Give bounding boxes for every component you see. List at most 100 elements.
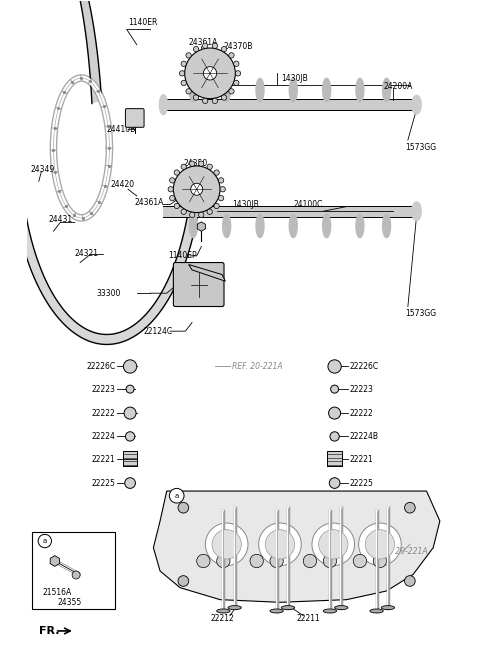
Ellipse shape [289,79,297,102]
Circle shape [205,523,248,566]
FancyBboxPatch shape [173,263,224,306]
Circle shape [125,478,135,489]
Circle shape [229,53,234,58]
Text: 22211: 22211 [297,614,320,623]
Text: 1140EP: 1140EP [168,251,197,260]
Text: 33300: 33300 [97,289,121,298]
Text: 22212: 22212 [210,614,234,623]
Ellipse shape [383,214,391,238]
Circle shape [199,212,204,217]
Ellipse shape [223,79,231,102]
Circle shape [259,523,301,566]
Circle shape [174,170,180,175]
Circle shape [235,71,240,76]
Circle shape [365,530,395,559]
Circle shape [204,67,216,80]
Circle shape [212,530,241,559]
Circle shape [185,48,235,99]
Ellipse shape [216,609,230,613]
Text: 24361A: 24361A [188,38,217,47]
Circle shape [214,203,219,208]
Circle shape [405,502,415,513]
Text: 1573GG: 1573GG [405,309,436,318]
Circle shape [181,164,186,169]
Circle shape [207,164,212,169]
Circle shape [126,385,134,393]
Circle shape [186,53,191,58]
Ellipse shape [356,214,364,238]
Text: 24410B: 24410B [107,125,136,134]
Circle shape [359,523,401,566]
Text: 24200A: 24200A [383,82,413,91]
Text: 22226C: 22226C [86,362,115,371]
Circle shape [168,187,173,192]
Text: 24355: 24355 [58,598,82,607]
Circle shape [250,554,264,568]
Circle shape [124,407,136,419]
Circle shape [405,576,415,586]
Text: 24350: 24350 [183,160,208,169]
Text: 24321: 24321 [75,249,99,258]
Text: a: a [175,493,179,498]
Text: REF. 20-221A: REF. 20-221A [377,546,427,556]
Text: a: a [43,538,47,544]
Polygon shape [16,212,198,345]
Ellipse shape [335,606,348,609]
Text: 22224: 22224 [92,432,115,441]
Circle shape [329,478,340,489]
Circle shape [373,554,386,568]
Polygon shape [327,451,342,467]
Text: 22226C: 22226C [349,362,378,371]
Circle shape [303,554,317,568]
Circle shape [178,576,189,586]
Circle shape [330,432,339,441]
Ellipse shape [383,79,391,102]
Circle shape [125,432,135,441]
Circle shape [191,183,203,195]
Circle shape [181,61,186,66]
Circle shape [212,98,217,104]
Circle shape [212,43,217,49]
Text: 1430JB: 1430JB [281,74,308,82]
Circle shape [319,530,348,559]
Text: 22124C: 22124C [144,326,172,336]
Circle shape [270,554,283,568]
Circle shape [203,98,208,104]
Circle shape [203,43,208,49]
Ellipse shape [281,606,295,609]
Circle shape [216,554,230,568]
Polygon shape [189,265,225,281]
Circle shape [221,95,227,100]
Circle shape [193,47,199,52]
Ellipse shape [381,606,395,609]
Polygon shape [0,0,102,104]
Text: 1140ER: 1140ER [128,18,157,27]
Ellipse shape [256,79,264,102]
Circle shape [197,554,210,568]
Text: 24370B: 24370B [223,42,252,51]
Circle shape [214,170,219,175]
Circle shape [234,61,239,66]
Ellipse shape [323,214,331,238]
Ellipse shape [356,79,364,102]
Text: 22221: 22221 [92,454,115,463]
Text: 22225: 22225 [349,478,373,487]
Circle shape [181,80,186,86]
Text: 22224B: 22224B [349,432,378,441]
Text: 24349: 24349 [30,165,54,174]
Ellipse shape [370,609,383,613]
Ellipse shape [159,95,168,115]
Text: 22221: 22221 [349,454,373,463]
Circle shape [169,489,184,503]
Circle shape [190,161,195,166]
Circle shape [353,554,367,568]
Circle shape [72,571,80,579]
Circle shape [186,89,191,94]
Text: 22222: 22222 [92,409,115,417]
Text: 1573GG: 1573GG [405,143,436,152]
Circle shape [173,166,220,213]
Text: 22223: 22223 [349,385,373,394]
Polygon shape [154,491,440,602]
Circle shape [123,360,137,373]
Circle shape [328,360,341,373]
